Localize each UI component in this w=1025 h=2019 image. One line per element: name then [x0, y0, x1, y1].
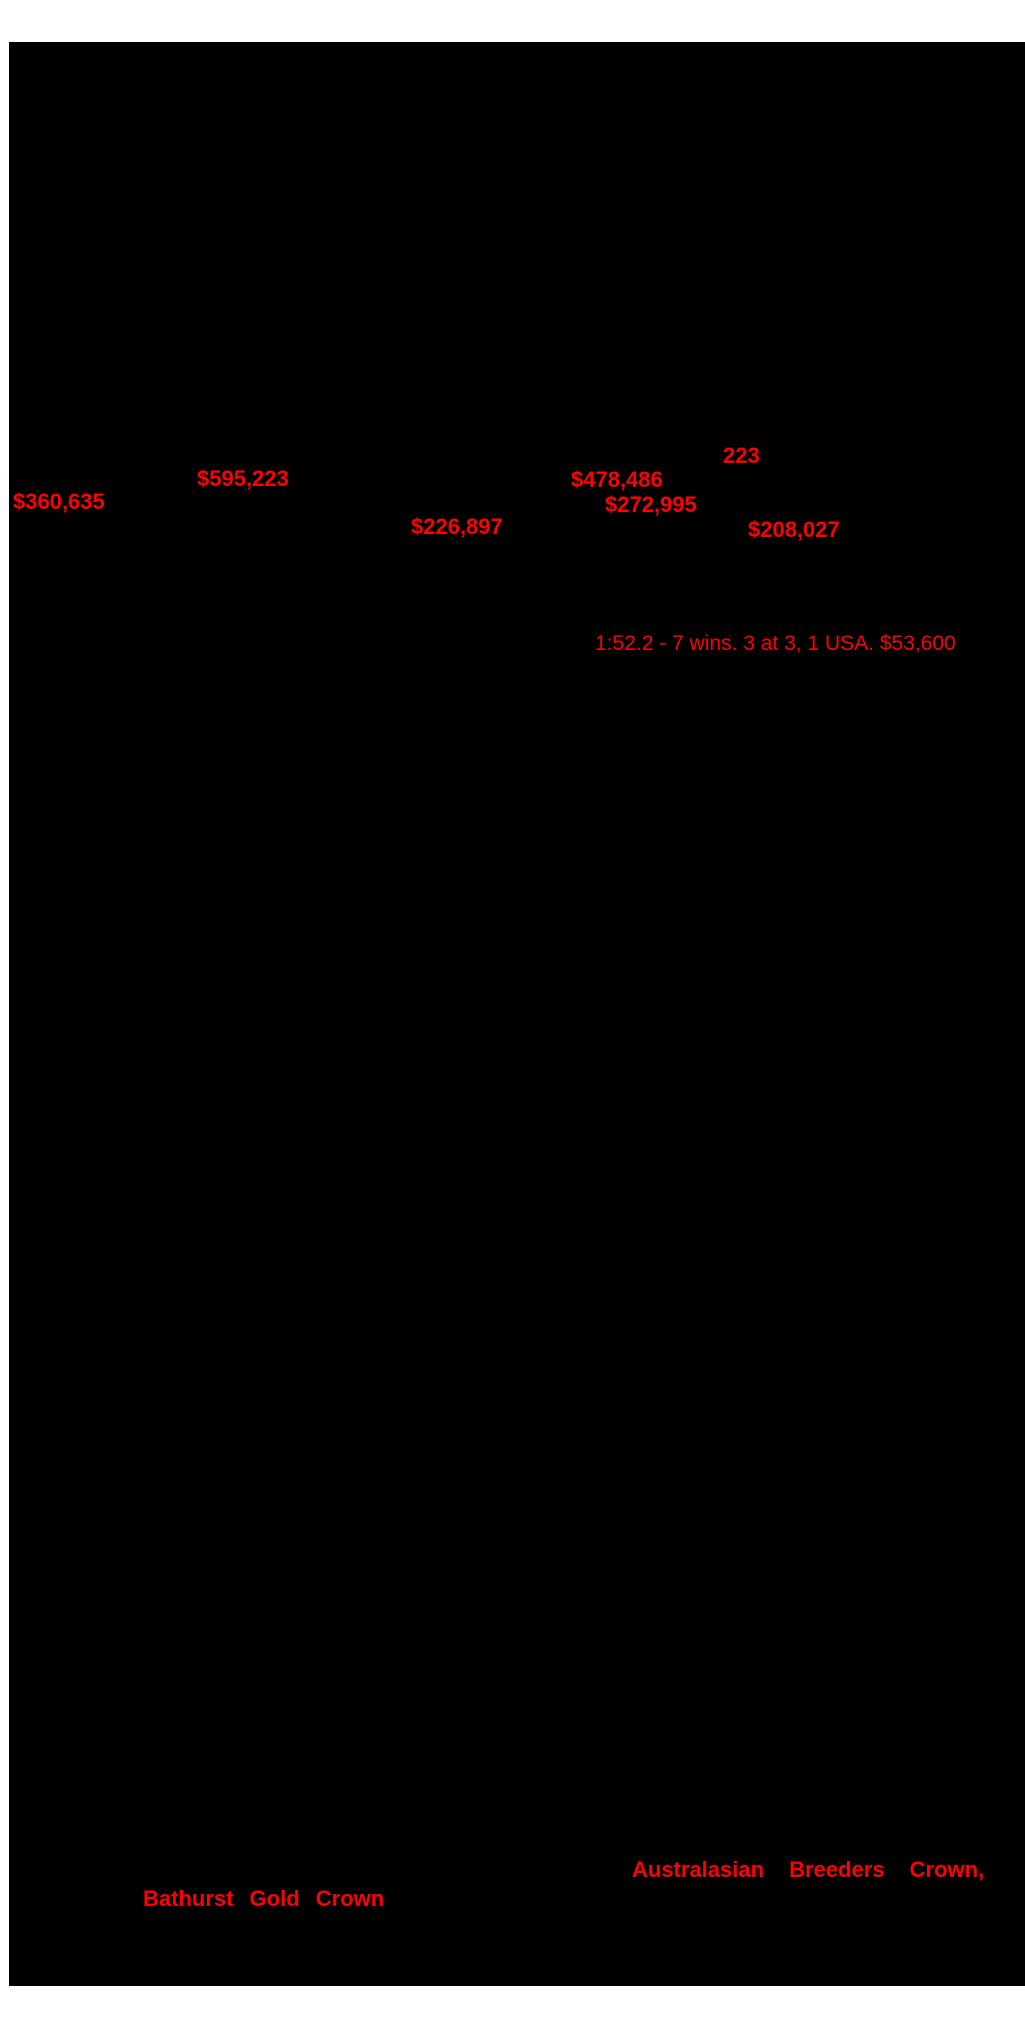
earnings-amount-2: $595,223 [197, 466, 289, 491]
race-name-bathurst-gold-crown: Bathurst Gold Crown [143, 1886, 385, 1911]
race-name-australasian-breeders-crown: Australasian Breeders Crown, [632, 1857, 985, 1882]
race-record-line: 1:52.2 - 7 wins. 3 at 3, 1 USA. $53,600 [595, 632, 956, 655]
earnings-amount-partial: 223 [723, 443, 760, 468]
pedigree-panel: $360,635 $595,223 $226,897 $478,486 $272… [9, 42, 1025, 1986]
earnings-amount-3: $226,897 [411, 514, 503, 539]
earnings-amount-4: $478,486 [571, 467, 663, 492]
earnings-amount-5: $272,995 [605, 492, 697, 517]
earnings-amount-1: $360,635 [13, 489, 105, 514]
earnings-amount-7: $208,027 [748, 517, 840, 542]
